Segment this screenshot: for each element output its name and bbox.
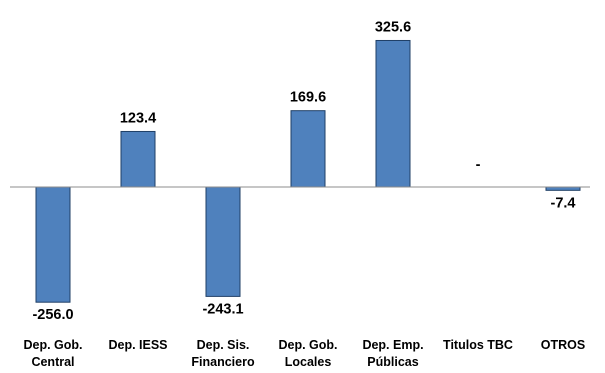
value-label-3: 169.6 (290, 90, 326, 106)
category-label-6: OTROS (541, 338, 585, 352)
value-label-2: -243.1 (202, 301, 243, 317)
category-label-2: Dep. Sis. Financiero (191, 338, 255, 369)
bar-3 (290, 110, 326, 188)
category-label-5: Titulos TBC (443, 338, 513, 352)
value-labels-layer: -256.0 123.4 -243.1 169.6 325.6 - -7.4 (32, 19, 575, 323)
bar-0 (35, 186, 71, 303)
value-label-6: -7.4 (551, 195, 576, 211)
value-label-0: -256.0 (32, 307, 73, 323)
category-label-0: Dep. Gob. Central (23, 338, 82, 369)
bar-1 (120, 130, 156, 188)
value-label-5: - (476, 157, 481, 173)
bar-4 (375, 39, 411, 188)
category-label-4: Dep. Emp. Públicas (362, 338, 423, 369)
bars-layer (35, 39, 581, 303)
category-labels-layer: Dep. Gob. Central Dep. IESS Dep. Sis. Financ… (23, 338, 585, 369)
category-label-1: Dep. IESS (108, 338, 167, 352)
category-label-3: Dep. Gob. Locales (278, 338, 337, 369)
value-label-1: 123.4 (120, 110, 156, 126)
value-label-4: 325.6 (375, 19, 411, 35)
bar-2 (205, 186, 241, 297)
